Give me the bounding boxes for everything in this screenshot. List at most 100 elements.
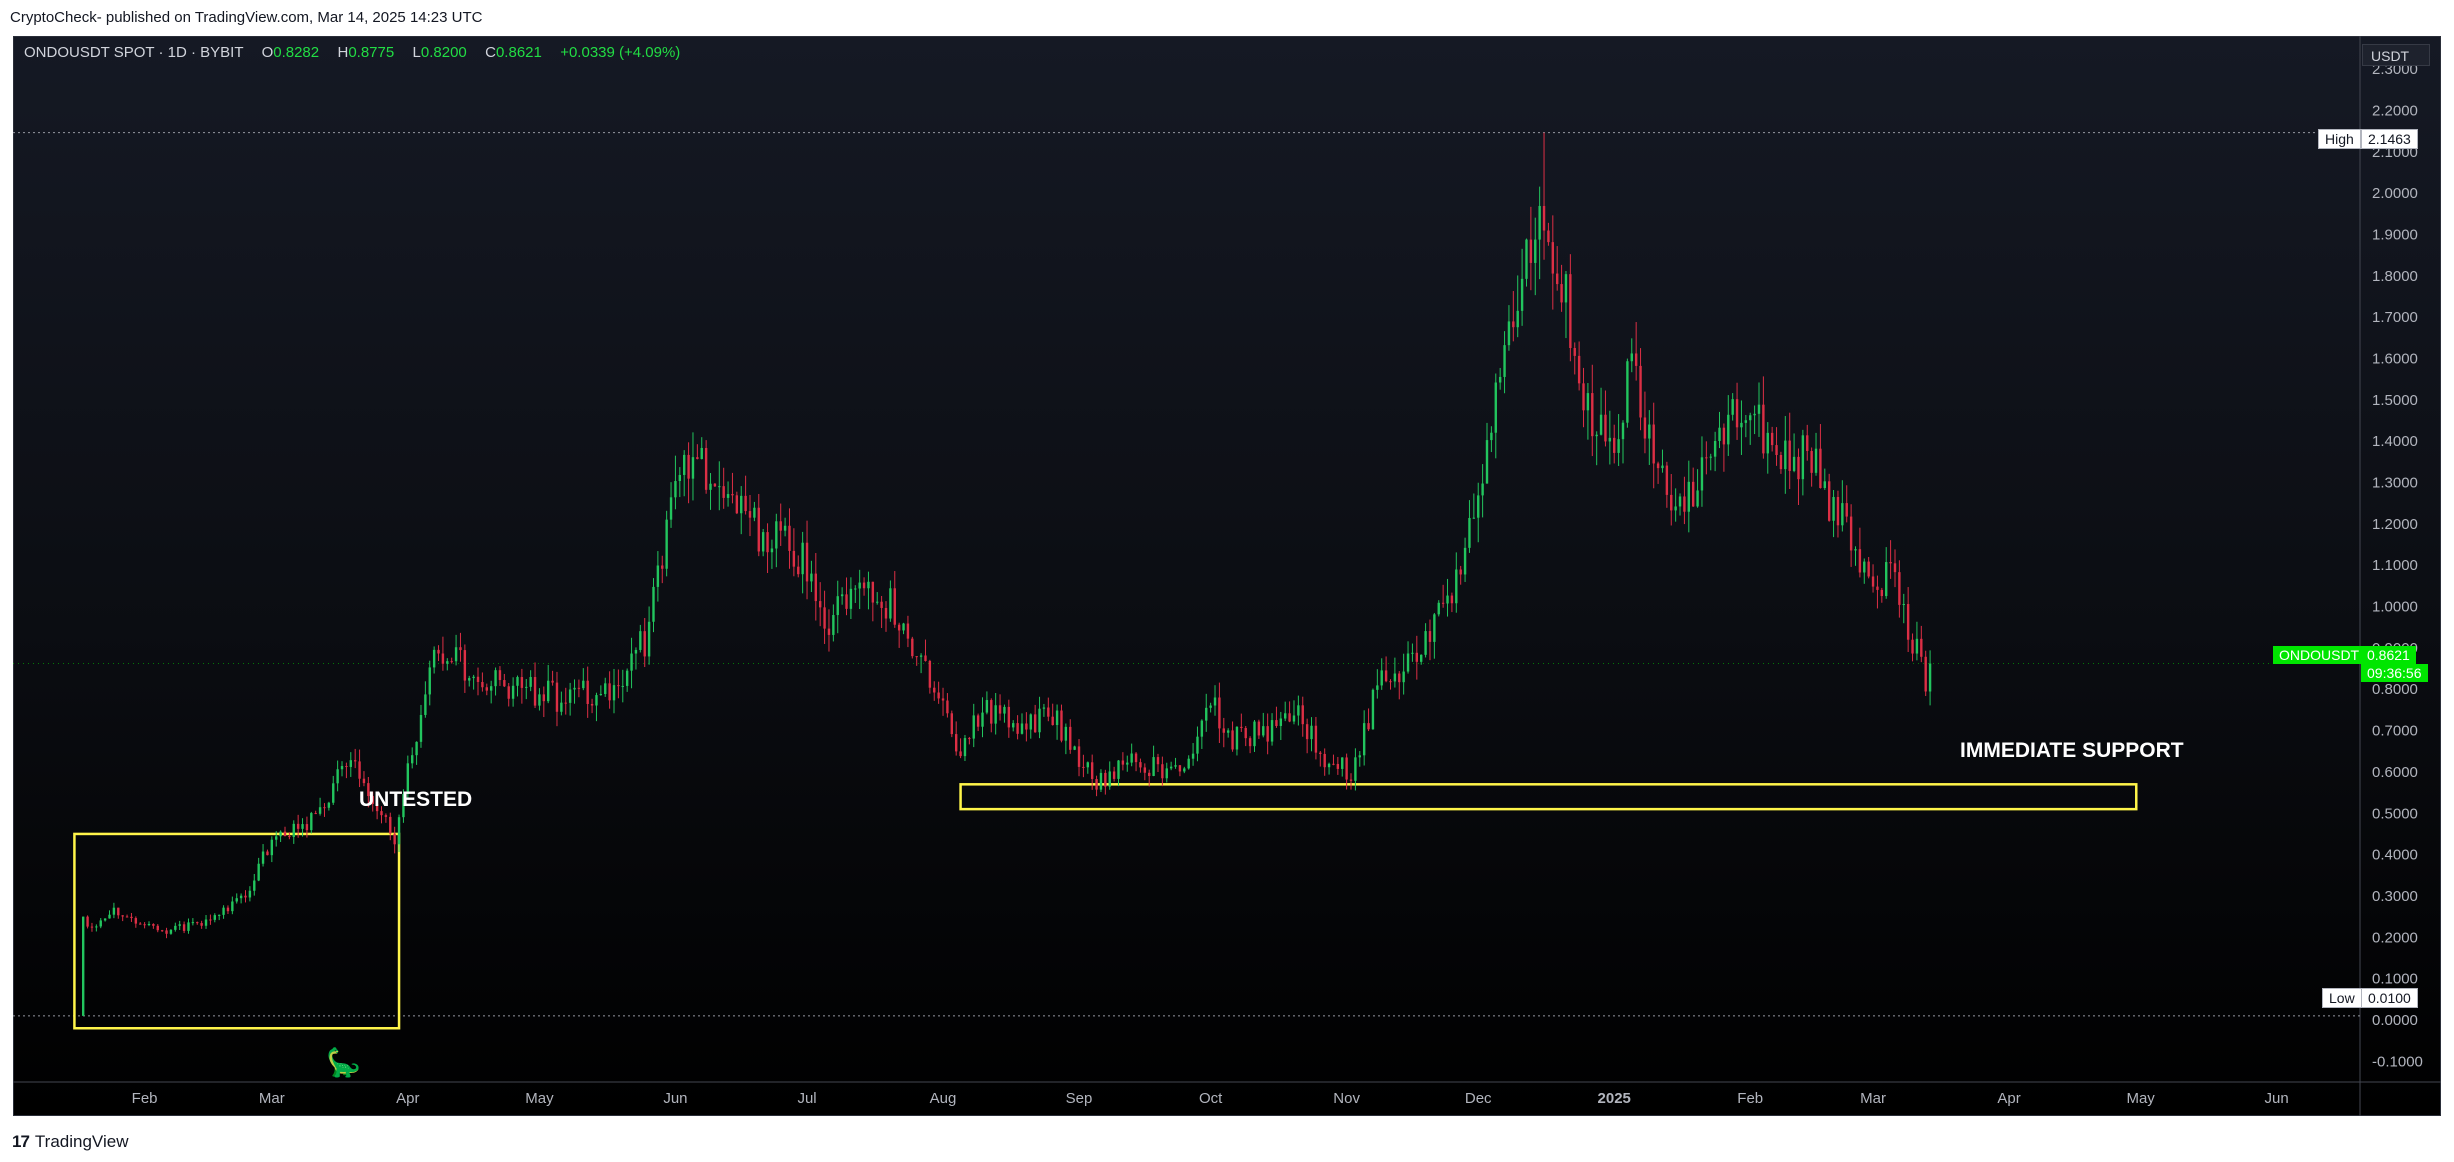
- candle-body: [608, 683, 611, 701]
- price-chart[interactable]: -0.1000 0.0000 0.1000 0.2000 0.3000 0.4000 0.5…: [13, 36, 2441, 1116]
- candle-body: [902, 623, 905, 631]
- candle-body: [384, 815, 388, 817]
- candle-body: [1792, 456, 1796, 471]
- candle-body: [617, 685, 620, 687]
- candle-body: [1450, 595, 1454, 604]
- candle-body: [415, 741, 418, 756]
- candle-body: [1490, 432, 1493, 441]
- candle-body: [1880, 589, 1884, 597]
- candle-body: [516, 677, 519, 686]
- candle-body: [682, 454, 686, 475]
- candle-body: [1327, 763, 1331, 768]
- candle-body: [1411, 652, 1414, 654]
- time-tick-label: Aug: [930, 1090, 957, 1107]
- candle-body: [147, 924, 151, 926]
- candle-body: [209, 919, 212, 921]
- currency-selector[interactable]: USDT: [2362, 44, 2430, 66]
- candle-body: [1213, 697, 1217, 706]
- candle-body: [696, 457, 699, 460]
- candle-body: [625, 670, 629, 686]
- high-marker-value: 2.1463: [2361, 129, 2418, 149]
- candle-body: [1481, 483, 1484, 496]
- candle-body: [933, 687, 936, 693]
- candle-body: [305, 824, 309, 831]
- candle-body: [1906, 604, 1910, 640]
- candle-body: [963, 738, 967, 757]
- candle-body: [481, 681, 484, 688]
- chart-panel[interactable]: [13, 36, 2441, 1116]
- candle-body: [1656, 463, 1660, 469]
- tradingview-brand[interactable]: 17 TradingView: [12, 1132, 128, 1152]
- candle-body: [1630, 353, 1633, 362]
- candle-body: [801, 542, 804, 575]
- candle-body: [1336, 763, 1340, 769]
- candle-body: [867, 581, 870, 589]
- candle-body: [1731, 399, 1734, 415]
- candle-body: [1235, 726, 1239, 750]
- candle-body: [226, 907, 230, 912]
- candle-body: [669, 497, 673, 520]
- candle-body: [1077, 746, 1081, 767]
- candle-body: [217, 914, 221, 916]
- candle-body: [744, 495, 747, 512]
- candle-body: [1683, 496, 1686, 512]
- candle-body: [1670, 494, 1673, 511]
- candle-body: [1389, 681, 1392, 683]
- candle-body: [630, 653, 633, 671]
- candle-body: [1893, 563, 1897, 573]
- candle-body: [959, 751, 962, 757]
- candle-body: [1406, 653, 1410, 672]
- candle-body: [1437, 602, 1440, 615]
- candle-body: [862, 582, 866, 589]
- candle-body: [788, 525, 791, 551]
- candle-body: [1319, 752, 1322, 754]
- publisher-info: CryptoCheck- published on TradingView.co…: [10, 9, 483, 26]
- candle-body: [1547, 230, 1550, 243]
- candle-body: [1538, 205, 1541, 240]
- brand-name: TradingView: [34, 1132, 129, 1151]
- candle-body: [1117, 760, 1120, 779]
- time-tick-label: Apr: [1997, 1090, 2020, 1107]
- candle-body: [1209, 705, 1212, 708]
- candle-body: [704, 447, 708, 490]
- candle-body: [560, 702, 563, 712]
- candle-body: [604, 683, 607, 695]
- publish-bar: CryptoCheck- published on TradingView.co…: [0, 0, 2454, 36]
- candle-body: [1920, 638, 1923, 657]
- candle-body: [1485, 440, 1489, 484]
- time-tick-label: Feb: [1737, 1090, 1763, 1107]
- candle-body: [1362, 723, 1366, 756]
- candle-body: [691, 457, 695, 479]
- candle-body: [1586, 393, 1590, 411]
- candle-body: [1148, 772, 1151, 776]
- candle-body: [1441, 602, 1445, 604]
- candle-body: [1573, 348, 1576, 356]
- price-tick-label: 0.5000: [2372, 805, 2418, 822]
- candle-body: [213, 915, 216, 920]
- candle-body: [1674, 506, 1677, 511]
- current-price-tag: 0.8621: [2361, 646, 2416, 664]
- candle-body: [1819, 448, 1822, 488]
- candle-body: [1525, 239, 1528, 279]
- candle-body: [1082, 766, 1085, 768]
- candle-body: [1599, 414, 1603, 435]
- candle-body: [1634, 353, 1638, 366]
- price-tick-label: -0.1000: [2372, 1053, 2423, 1070]
- candle-body: [1534, 239, 1537, 263]
- candle-body: [1849, 516, 1853, 551]
- candle-body: [178, 924, 181, 926]
- candle-body: [1472, 517, 1476, 519]
- price-tick-label: 1.2000: [2372, 516, 2418, 533]
- candle-body: [1130, 753, 1133, 763]
- candle-body: [156, 925, 159, 931]
- candle-body: [928, 660, 932, 688]
- candle-body: [1297, 705, 1300, 716]
- candle-body: [1691, 481, 1695, 507]
- candle-body: [555, 682, 559, 712]
- time-tick-label: May: [2126, 1090, 2155, 1107]
- candle-body: [718, 486, 721, 488]
- candle-body: [1770, 432, 1774, 446]
- dinosaur-icon: 🦕: [326, 1047, 361, 1078]
- candle-body: [1911, 639, 1914, 654]
- candle-body: [1038, 708, 1041, 733]
